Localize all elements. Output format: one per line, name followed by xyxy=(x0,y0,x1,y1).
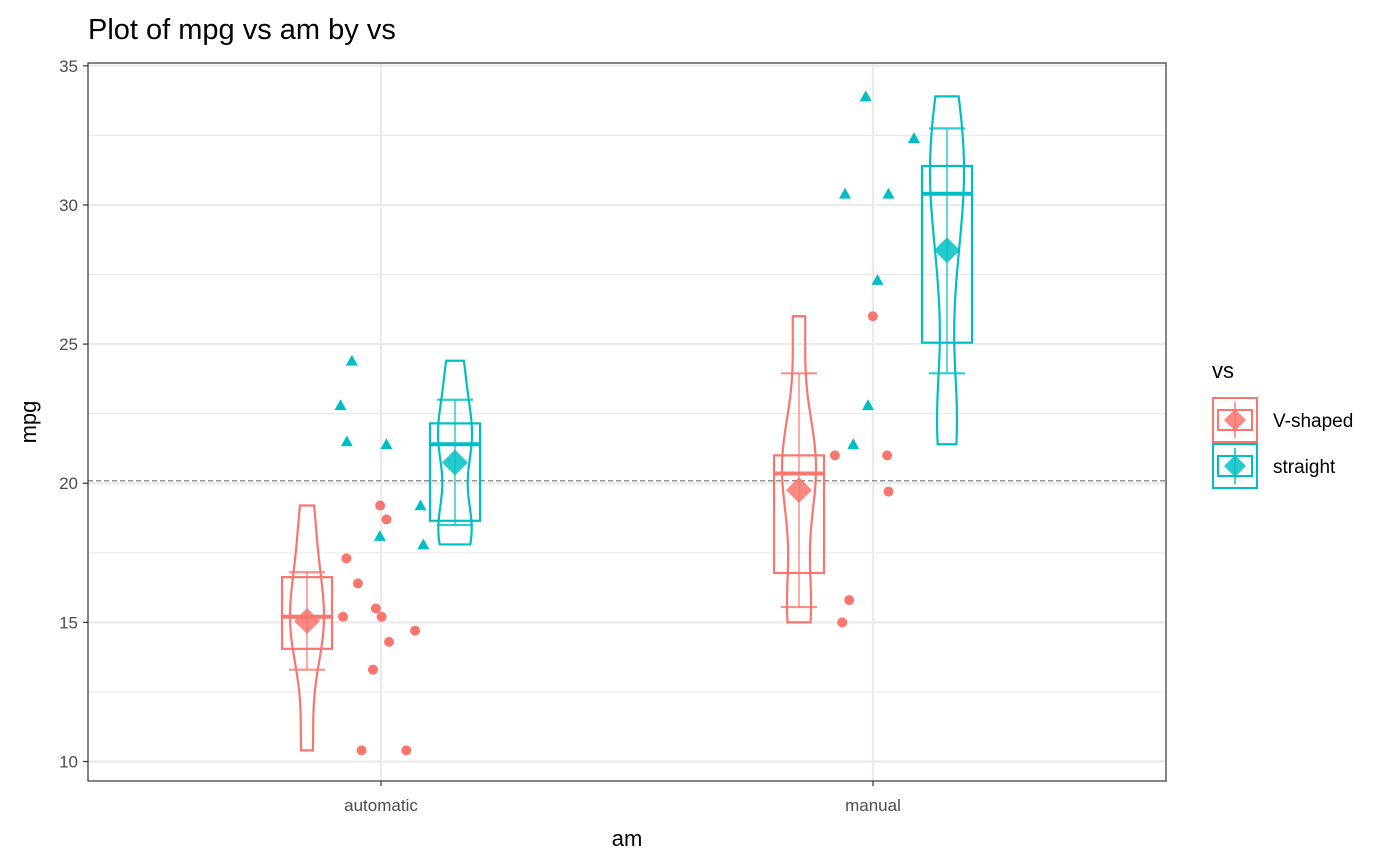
data-point xyxy=(882,450,893,461)
plot-panel-border xyxy=(87,62,1167,782)
legend-key-diamond xyxy=(1224,455,1246,477)
data-point xyxy=(839,187,852,199)
data-point xyxy=(341,553,352,564)
data-point xyxy=(908,132,921,143)
mean-marker xyxy=(786,477,812,504)
points xyxy=(334,90,921,756)
violin xyxy=(928,95,966,446)
y-tick-label: 10 xyxy=(59,753,78,772)
data-point xyxy=(376,611,387,622)
data-point xyxy=(882,187,895,199)
mean-marker xyxy=(442,449,468,476)
chart-title: Plot of mpg vs am by vs xyxy=(88,14,396,46)
y-tick-label: 25 xyxy=(59,335,78,354)
data-point xyxy=(829,450,840,461)
data-point xyxy=(417,538,430,550)
data-point xyxy=(861,399,874,411)
data-point xyxy=(847,438,860,450)
axes: 10 15 20 25 30 35 automatic manual xyxy=(59,57,901,815)
y-tick-label: 15 xyxy=(59,613,78,632)
data-point xyxy=(345,354,358,366)
data-point xyxy=(338,611,349,622)
data-point xyxy=(356,745,367,756)
data-point xyxy=(352,578,363,589)
data-point xyxy=(401,745,412,756)
x-axis-title: am xyxy=(612,826,643,851)
data-point xyxy=(837,617,848,628)
violin xyxy=(780,315,818,624)
legend: vs V-shaped straight xyxy=(1212,358,1353,489)
data-point xyxy=(410,625,421,636)
mean-marker xyxy=(934,237,960,264)
x-tick-label: manual xyxy=(845,796,901,815)
y-tick-label: 30 xyxy=(59,196,78,215)
y-tick-label: 35 xyxy=(59,57,78,76)
x-tick-label: automatic xyxy=(344,796,418,815)
legend-label: straight xyxy=(1273,457,1336,478)
legend-title: vs xyxy=(1212,358,1234,383)
data-point xyxy=(844,595,855,606)
data-point xyxy=(334,399,347,411)
data-point xyxy=(370,603,381,614)
data-point xyxy=(883,486,894,497)
data-point xyxy=(340,435,353,447)
data-point xyxy=(384,636,395,647)
violins xyxy=(288,95,966,752)
legend-label: V-shaped xyxy=(1273,411,1353,432)
y-tick-label: 20 xyxy=(59,474,78,493)
y-axis-title: mpg xyxy=(16,401,41,444)
violin xyxy=(288,504,326,752)
data-point xyxy=(867,311,878,322)
data-point xyxy=(381,514,392,525)
legend-key-box xyxy=(1212,443,1258,489)
data-point xyxy=(367,664,378,675)
data-point xyxy=(414,499,427,511)
data-point xyxy=(859,90,872,102)
mean-marker xyxy=(294,607,320,634)
data-point xyxy=(373,530,386,541)
means xyxy=(294,237,960,634)
data-point xyxy=(871,274,884,285)
grid xyxy=(88,63,1166,781)
legend-key-diamond xyxy=(1224,409,1246,431)
legend-key-box xyxy=(1212,397,1258,443)
violin xyxy=(436,359,474,546)
data-point xyxy=(375,500,386,511)
data-point xyxy=(380,438,393,450)
